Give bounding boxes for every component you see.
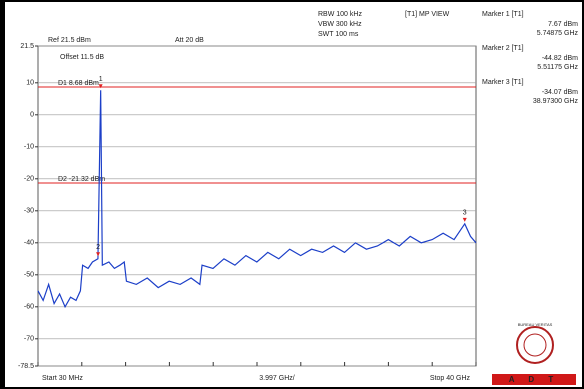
y-tick-label: 10 (26, 80, 34, 87)
x-label: 3.997 GHz/ (259, 375, 294, 382)
marker (96, 252, 101, 257)
y-tick-label: -50 (24, 272, 34, 279)
display-line-label: D2 -21.32 dBm (58, 176, 105, 183)
trace (37, 90, 477, 309)
annotation: RBW 100 kHz (318, 11, 362, 18)
logo-seal (516, 326, 554, 364)
marker-title: Marker 1 [T1] (482, 11, 524, 18)
y-tick-label: -70 (24, 336, 34, 343)
annotation: Ref 21.5 dBm (48, 37, 91, 44)
marker-title: Marker 3 [T1] (482, 79, 524, 86)
annotation: VBW 300 kHz (318, 21, 362, 28)
marker-label: 2 (96, 244, 100, 251)
marker-title: Marker 2 [T1] (482, 45, 524, 52)
annotation: Att 20 dB (175, 37, 204, 44)
marker-level: 7.67 dBm (548, 21, 578, 28)
logo-bar (492, 374, 576, 385)
logo-text: BUREAU VERITAS (518, 322, 553, 327)
marker-level: -44.82 dBm (542, 55, 578, 62)
left-edge (1, 1, 5, 388)
marker (98, 84, 103, 89)
y-tick-label: -20 (24, 176, 34, 183)
logo-brand: A D T (509, 375, 560, 384)
y-tick-label: 21.5 (20, 43, 34, 50)
marker-label: 3 (463, 210, 467, 217)
y-tick-label: -60 (24, 304, 34, 311)
annotation: Offset 11.5 dB (60, 54, 104, 61)
marker-freq: 5.74875 GHz (537, 30, 579, 37)
y-tick-label: -10 (24, 144, 34, 151)
y-tick-label: -30 (24, 208, 34, 215)
marker (462, 217, 467, 222)
x-label: Start 30 MHz (42, 375, 83, 382)
annotation: SWT 100 ms (318, 31, 359, 38)
logo-inner (523, 333, 547, 357)
marker-freq: 38.97300 GHz (533, 98, 579, 105)
x-label: Stop 40 GHz (430, 375, 471, 382)
marker-label: 1 (99, 76, 103, 83)
y-tick-label: -78.5 (18, 363, 34, 370)
y-tick-label: -40 (24, 240, 34, 247)
marker-freq: 5.51175 GHz (537, 64, 578, 71)
y-tick-label: 0 (30, 112, 34, 119)
annotation: [T1] MP VIEW (405, 11, 450, 18)
display-line-label: D1 8.68 dBm (58, 80, 99, 87)
marker-level: -34.07 dBm (542, 89, 578, 96)
